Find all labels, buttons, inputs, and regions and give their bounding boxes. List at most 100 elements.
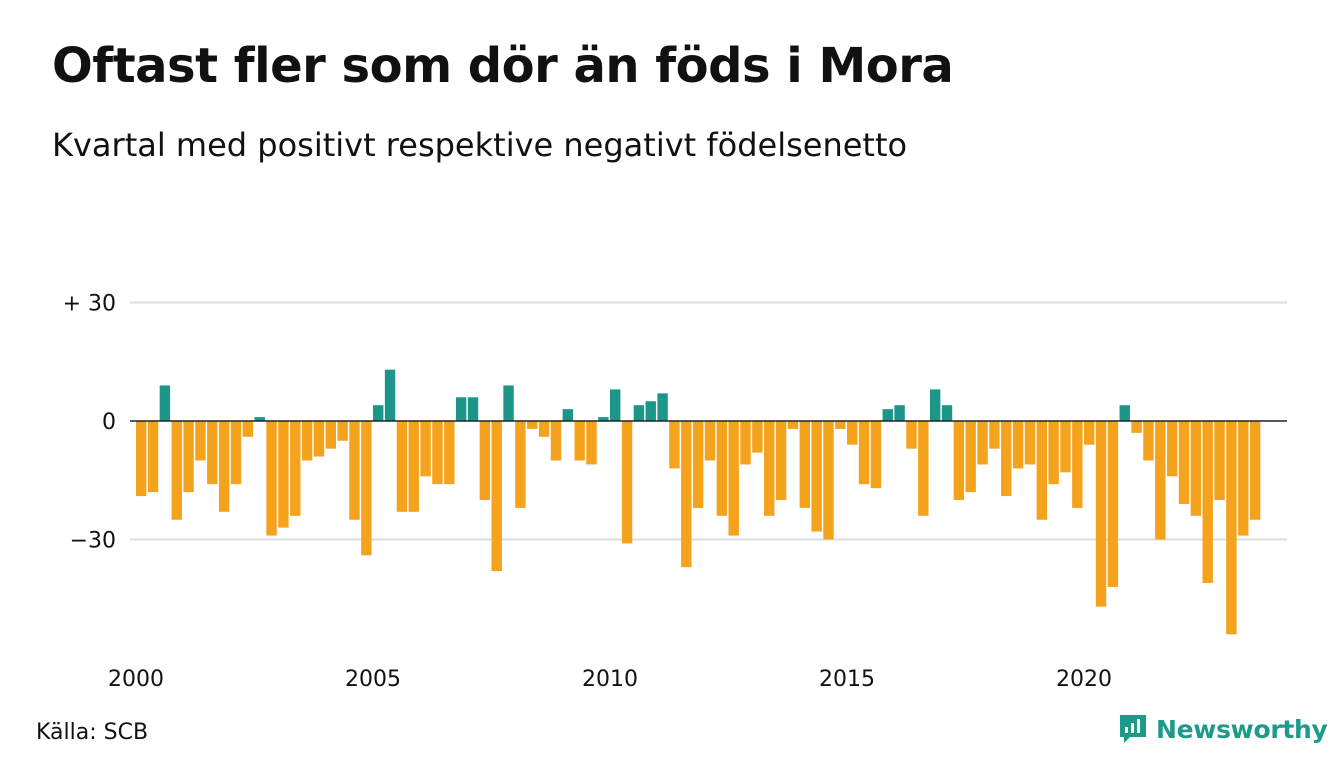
- bar-negative: [799, 421, 810, 508]
- bar-negative: [396, 421, 408, 512]
- bar-positive: [384, 369, 396, 421]
- bar-negative: [965, 421, 976, 493]
- bar-negative: [858, 421, 870, 485]
- bar-positive: [455, 397, 467, 421]
- bar-negative: [491, 421, 502, 572]
- bar-positive: [373, 405, 384, 421]
- bar-negative: [1178, 421, 1190, 504]
- bar-negative: [527, 421, 538, 429]
- bar-negative: [361, 421, 372, 556]
- bar-negative: [764, 421, 775, 516]
- bar-negative: [325, 421, 336, 449]
- bar-positive: [598, 417, 609, 421]
- bar-negative: [1249, 421, 1261, 520]
- bar-positive: [610, 389, 621, 421]
- bar-positive: [254, 417, 265, 421]
- bar-negative: [218, 421, 230, 512]
- bar-negative: [728, 421, 739, 536]
- bar-negative: [515, 421, 526, 508]
- gridlines: [130, 301, 1287, 541]
- bar-negative: [1155, 421, 1166, 540]
- chart-title: Oftast fler som dör än föds i Mora: [52, 38, 954, 94]
- bar-positive: [467, 397, 479, 421]
- chart-subtitle: Kvartal med positivt respektive negativt…: [52, 126, 908, 164]
- bar-negative: [1060, 421, 1071, 473]
- bar-negative: [586, 421, 597, 465]
- source-note: Källa: SCB: [36, 720, 149, 745]
- bar-negative: [775, 421, 787, 500]
- bar-negative: [906, 421, 917, 449]
- bar-negative: [1131, 421, 1142, 433]
- bar-negative: [1166, 421, 1178, 477]
- bar-positive: [562, 409, 573, 421]
- x-tick-label: 2005: [345, 667, 401, 692]
- bar-negative: [1012, 421, 1024, 469]
- bar-negative: [420, 421, 431, 477]
- x-tick-label: 2000: [108, 667, 164, 692]
- bar-negative: [1202, 421, 1213, 583]
- bar-negative: [1024, 421, 1036, 465]
- bar-negative: [1001, 421, 1012, 497]
- bar-positive: [633, 405, 645, 421]
- bar-negative: [550, 421, 562, 461]
- bar-negative: [538, 421, 550, 437]
- bar-negative: [1190, 421, 1202, 516]
- bar-negative: [1072, 421, 1083, 508]
- x-tick-label: 2010: [582, 667, 638, 692]
- bars: [136, 369, 1261, 635]
- bar-negative: [835, 421, 846, 429]
- bar-negative: [953, 421, 965, 500]
- bar-negative: [704, 421, 716, 461]
- bar-negative: [242, 421, 254, 437]
- bar-positive: [929, 389, 941, 421]
- bar-negative: [408, 421, 419, 512]
- bar-negative: [1048, 421, 1059, 485]
- bar-negative: [977, 421, 988, 465]
- bar-negative: [1084, 421, 1095, 445]
- bar-negative: [183, 421, 194, 493]
- bar-negative: [313, 421, 325, 457]
- newsworthy-logo: Newsworthy: [1118, 713, 1328, 745]
- bar-negative: [444, 421, 455, 485]
- bar-positive: [503, 385, 514, 421]
- bar-negative: [989, 421, 1000, 449]
- bar-negative: [290, 421, 301, 516]
- bar-negative: [692, 421, 704, 508]
- bar-negative: [1238, 421, 1249, 536]
- bar-positive: [882, 409, 893, 421]
- bar-negative: [432, 421, 443, 485]
- bar-negative: [136, 421, 147, 497]
- bar-negative: [621, 421, 633, 544]
- y-tick-label: + 30: [63, 292, 116, 317]
- bar-negative: [1143, 421, 1154, 461]
- bar-negative: [278, 421, 289, 528]
- bar-negative: [1095, 421, 1107, 607]
- bar-negative: [681, 421, 692, 568]
- bar-negative: [349, 421, 360, 520]
- brand-name: Newsworthy: [1156, 714, 1328, 744]
- bar-negative: [266, 421, 277, 536]
- bar-negative: [1107, 421, 1119, 587]
- bar-negative: [301, 421, 313, 461]
- bar-negative: [823, 421, 834, 540]
- bar-negative: [811, 421, 822, 532]
- bar-negative: [1226, 421, 1237, 635]
- bar-negative: [1036, 421, 1047, 520]
- bar-negative: [479, 421, 491, 500]
- bar-negative: [918, 421, 929, 516]
- bar-negative: [207, 421, 218, 485]
- bar-negative: [787, 421, 799, 429]
- bar-positive: [941, 405, 953, 421]
- bar-negative: [171, 421, 182, 520]
- bar-negative: [669, 421, 680, 469]
- y-tick-label: 0: [102, 410, 116, 435]
- x-tick-label: 2020: [1056, 667, 1112, 692]
- bar-negative: [195, 421, 206, 461]
- y-tick-label: −30: [70, 529, 116, 554]
- bar-positive: [894, 405, 905, 421]
- bar-positive: [657, 393, 668, 421]
- bar-negative: [1214, 421, 1225, 500]
- bar-negative: [752, 421, 763, 453]
- newsworthy-logo-icon: [1120, 715, 1146, 743]
